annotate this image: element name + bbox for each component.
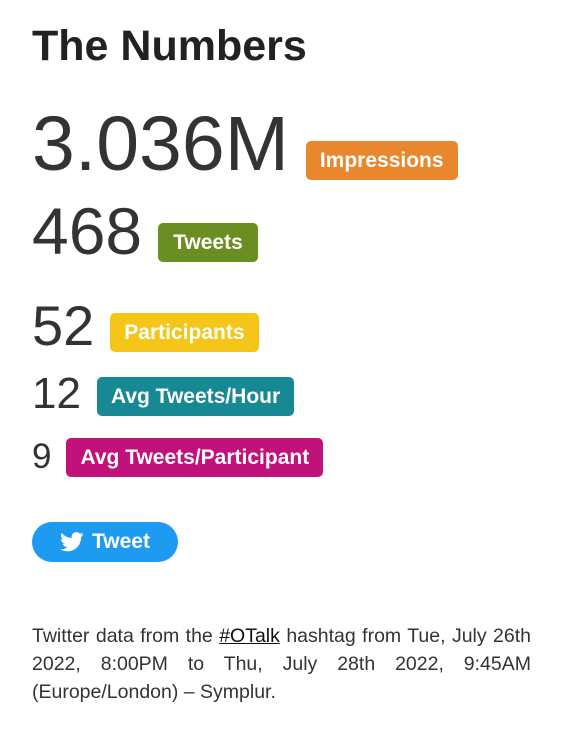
tweet-button[interactable]: Tweet <box>32 522 178 562</box>
source-description: Twitter data from the #OTalk hashtag fro… <box>32 622 531 706</box>
stat-impressions: 3.036M Impressions <box>32 106 458 183</box>
stat-badge-tweets: Tweets <box>158 223 258 262</box>
page-title: The Numbers <box>32 22 307 70</box>
stat-value-avg-tweets-participant: 9 <box>32 437 52 476</box>
stat-badge-impressions: Impressions <box>305 141 458 180</box>
stat-value-participants: 52 <box>32 294 95 357</box>
stat-badge-participants: Participants <box>110 313 259 352</box>
hashtag-link[interactable]: #OTalk <box>219 625 280 647</box>
stat-avg-tweets-hour: 12 Avg Tweets/Hour <box>32 369 295 418</box>
stat-avg-tweets-participant: 9 Avg Tweets/Participant <box>32 437 324 477</box>
stat-value-avg-tweets-hour: 12 <box>32 369 81 418</box>
stat-badge-avg-tweets-hour: Avg Tweets/Hour <box>96 377 295 416</box>
twitter-bird-icon <box>60 532 84 552</box>
stat-badge-avg-tweets-participant: Avg Tweets/Participant <box>66 438 324 477</box>
stat-value-tweets: 468 <box>32 194 143 268</box>
stat-tweets: 468 Tweets <box>32 198 258 264</box>
stat-value-impressions: 3.036M <box>32 101 289 187</box>
stat-participants: 52 Participants <box>32 298 259 354</box>
source-text-before: Twitter data from the <box>32 625 220 647</box>
source-text-after: hashtag from Tue, July 26th 2022, 8:00PM… <box>32 625 532 703</box>
tweet-button-label: Tweet <box>92 530 150 553</box>
